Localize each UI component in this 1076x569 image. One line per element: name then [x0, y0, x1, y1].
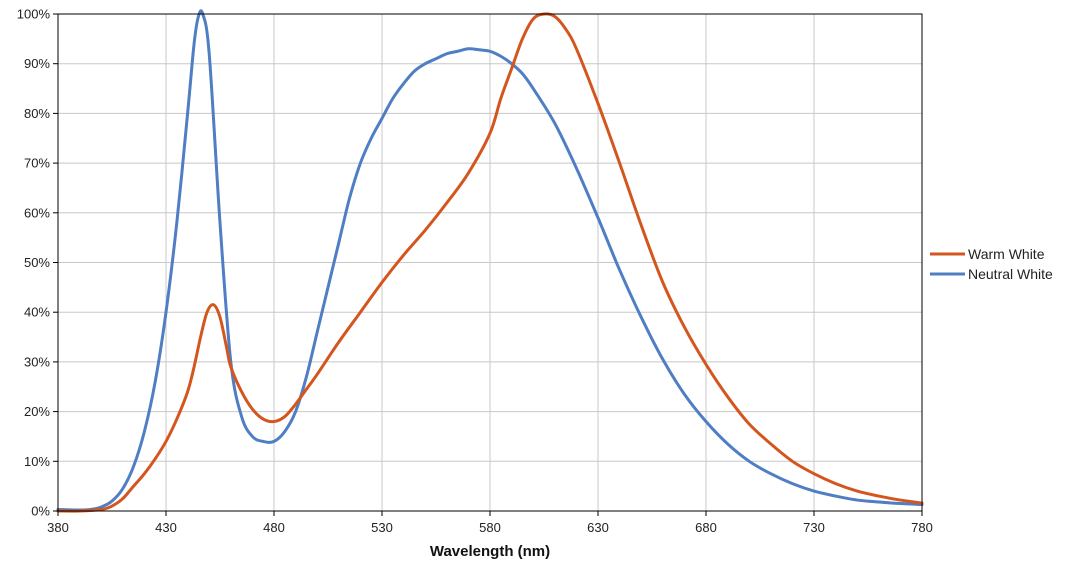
tick-layer: 0% 10% 20% 30% 40% 50% 60% 70% 80% 90% 100% 380 430 4… [17, 7, 933, 536]
x-tick-label: 380 [47, 520, 69, 535]
x-tick-label: 680 [695, 520, 717, 535]
x-tick-label: 730 [803, 520, 825, 535]
x-tick-label: 630 [587, 520, 609, 535]
y-tick-label: 70% [24, 156, 50, 171]
series-layer [56, 9, 924, 513]
y-tick-label: 90% [24, 56, 50, 71]
legend-label-neutral-white: Neutral White [968, 266, 1053, 282]
x-axis-title: Wavelength (nm) [430, 543, 550, 560]
y-tick-label: 60% [24, 205, 50, 220]
x-tick-label: 530 [371, 520, 393, 535]
x-tick-label: 480 [263, 520, 285, 535]
series-line-warm-white [56, 12, 924, 513]
y-tick-label: 40% [24, 305, 50, 320]
y-tick-label: 0% [31, 504, 50, 519]
y-tick-label: 20% [24, 404, 50, 419]
x-tick-label: 430 [155, 520, 177, 535]
grid-layer [57, 13, 923, 512]
legend: Warm White Neutral White [930, 246, 1053, 282]
y-tick-label: 100% [17, 7, 51, 22]
y-tick-label: 30% [24, 354, 50, 369]
x-tick-label: 780 [911, 520, 933, 535]
legend-label-warm-white: Warm White [968, 246, 1045, 262]
y-tick-label: 10% [24, 454, 50, 469]
series-line-neutral-white [56, 9, 924, 512]
y-tick-label: 80% [24, 106, 50, 121]
x-tick-label: 580 [479, 520, 501, 535]
y-tick-label: 50% [24, 255, 50, 270]
